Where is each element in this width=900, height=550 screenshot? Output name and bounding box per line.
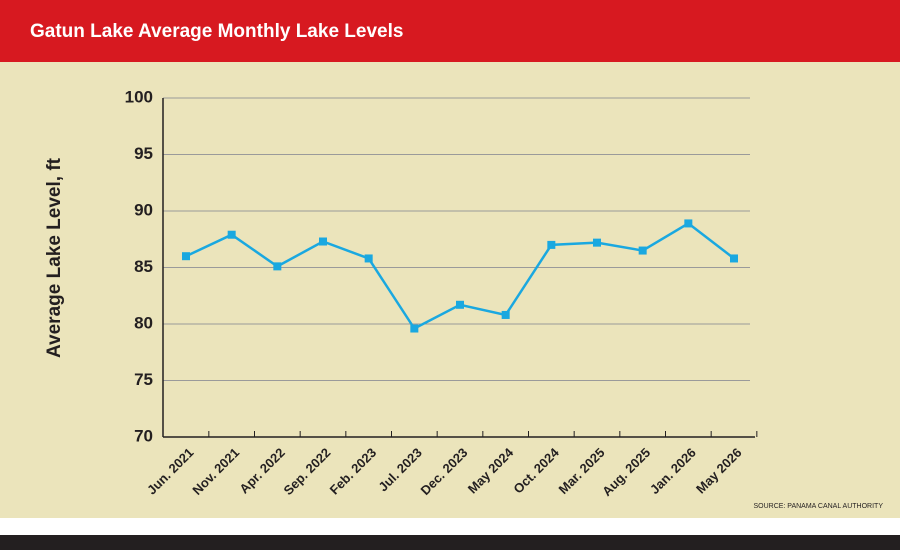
data-point: [730, 254, 738, 263]
y-tick-label: 85: [134, 257, 153, 276]
footer-gap: [0, 518, 900, 535]
data-point: [638, 246, 647, 255]
y-axis-label: Average Lake Level, ft: [44, 157, 65, 358]
data-point: [684, 219, 693, 228]
source-note: SOURCE: PANAMA CANAL AUTHORITY: [753, 503, 883, 510]
data-point: [547, 240, 556, 249]
y-tick-label: 80: [134, 313, 153, 332]
chart-title: Gatun Lake Average Monthly Lake Levels: [30, 21, 403, 42]
y-tick-label: 75: [134, 370, 153, 389]
data-point: [501, 310, 510, 319]
data-point: [456, 300, 464, 309]
data-point: [182, 252, 190, 261]
data-point: [364, 254, 373, 263]
data-point: [410, 324, 419, 333]
footer-band: [0, 535, 900, 550]
y-tick-label: 90: [134, 200, 153, 219]
data-point: [273, 262, 282, 271]
data-point: [593, 238, 601, 247]
chart-background: [0, 62, 900, 518]
header-band: [0, 0, 900, 62]
y-tick-label: 70: [134, 426, 153, 445]
data-point: [319, 237, 327, 246]
y-tick-label: 95: [134, 144, 153, 163]
data-point: [227, 230, 236, 239]
y-tick-label: 100: [125, 87, 153, 106]
